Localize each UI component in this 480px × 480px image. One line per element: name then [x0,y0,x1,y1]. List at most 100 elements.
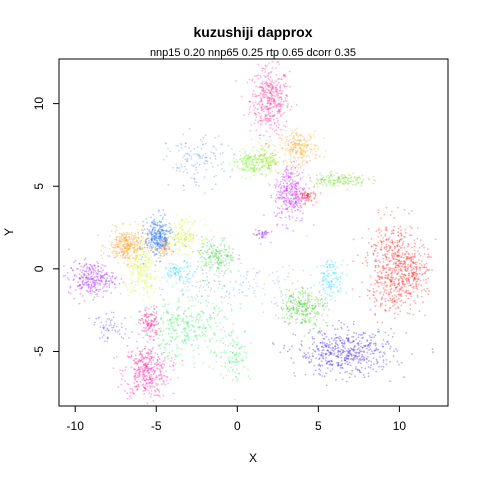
data-point [340,353,343,356]
data-point [291,315,294,318]
data-point [311,307,314,310]
data-point [143,379,146,382]
data-point [372,182,375,185]
data-point [355,332,358,335]
data-point [300,149,303,152]
data-point [305,308,307,311]
data-point [185,316,188,319]
data-point [259,158,262,161]
data-point [270,196,273,199]
data-point [382,359,385,361]
data-point [187,324,190,327]
data-point [304,144,306,147]
data-point [135,323,138,326]
data-point [145,248,147,251]
data-point [278,110,281,113]
data-point [105,273,107,276]
data-point [166,310,169,313]
data-point [190,315,193,317]
data-point [186,323,189,326]
data-point [255,85,257,88]
data-point [159,235,162,237]
data-point [208,316,211,319]
data-point [291,164,294,167]
data-point [181,219,184,221]
data-point [150,246,153,249]
data-point [149,367,151,370]
data-point [361,337,363,340]
data-point [288,187,291,190]
data-point [163,253,166,256]
data-point [193,304,196,307]
data-point [297,198,300,201]
data-point [264,153,266,155]
data-point [227,368,230,371]
data-point [193,237,195,240]
data-point [156,240,159,242]
data-point [284,159,287,162]
data-point [306,162,308,164]
data-point [268,91,271,94]
data-point [169,318,172,321]
data-point [290,156,293,159]
data-point [133,286,135,289]
data-point [288,305,291,308]
data-point [367,375,370,378]
data-point [92,279,95,282]
data-point [275,90,278,92]
data-point [295,309,298,312]
data-point [170,267,172,270]
data-point [147,242,150,245]
data-point [144,262,147,265]
data-point [317,185,319,188]
data-point [165,223,168,226]
data-point [346,183,349,185]
data-point [267,231,270,234]
data-point [157,245,160,248]
data-point [106,273,109,276]
data-point [247,158,250,161]
data-point [165,376,168,378]
data-point [133,236,136,239]
data-point [276,180,279,183]
data-point [160,228,163,231]
data-point [286,187,289,190]
data-point [341,339,344,341]
data-point [161,225,163,228]
data-point [190,344,193,347]
data-point [160,364,163,366]
data-point [197,313,200,316]
data-point [321,345,324,348]
data-point [268,164,271,167]
data-point [294,303,297,306]
data-point [141,231,144,234]
data-point [142,273,144,275]
data-point [355,183,358,185]
data-point [102,287,104,289]
data-point [327,280,329,283]
data-point [152,323,155,326]
data-point [176,166,179,169]
data-point [288,289,291,292]
data-point [176,265,179,268]
data-point [152,235,155,238]
data-point [153,234,155,237]
data-point [252,155,255,158]
data-point [323,272,325,274]
data-point [234,346,237,349]
data-point [291,201,293,203]
data-point [92,273,95,276]
data-point [141,286,144,289]
data-point [177,324,180,327]
data-point [337,356,339,358]
data-point [315,345,318,348]
data-point [177,274,180,276]
data-point [231,258,234,261]
data-point [298,307,300,310]
data-point [163,251,166,253]
data-point [263,107,266,109]
data-point [273,161,276,164]
data-point [296,312,299,314]
data-point [197,326,199,328]
data-point [147,324,150,327]
